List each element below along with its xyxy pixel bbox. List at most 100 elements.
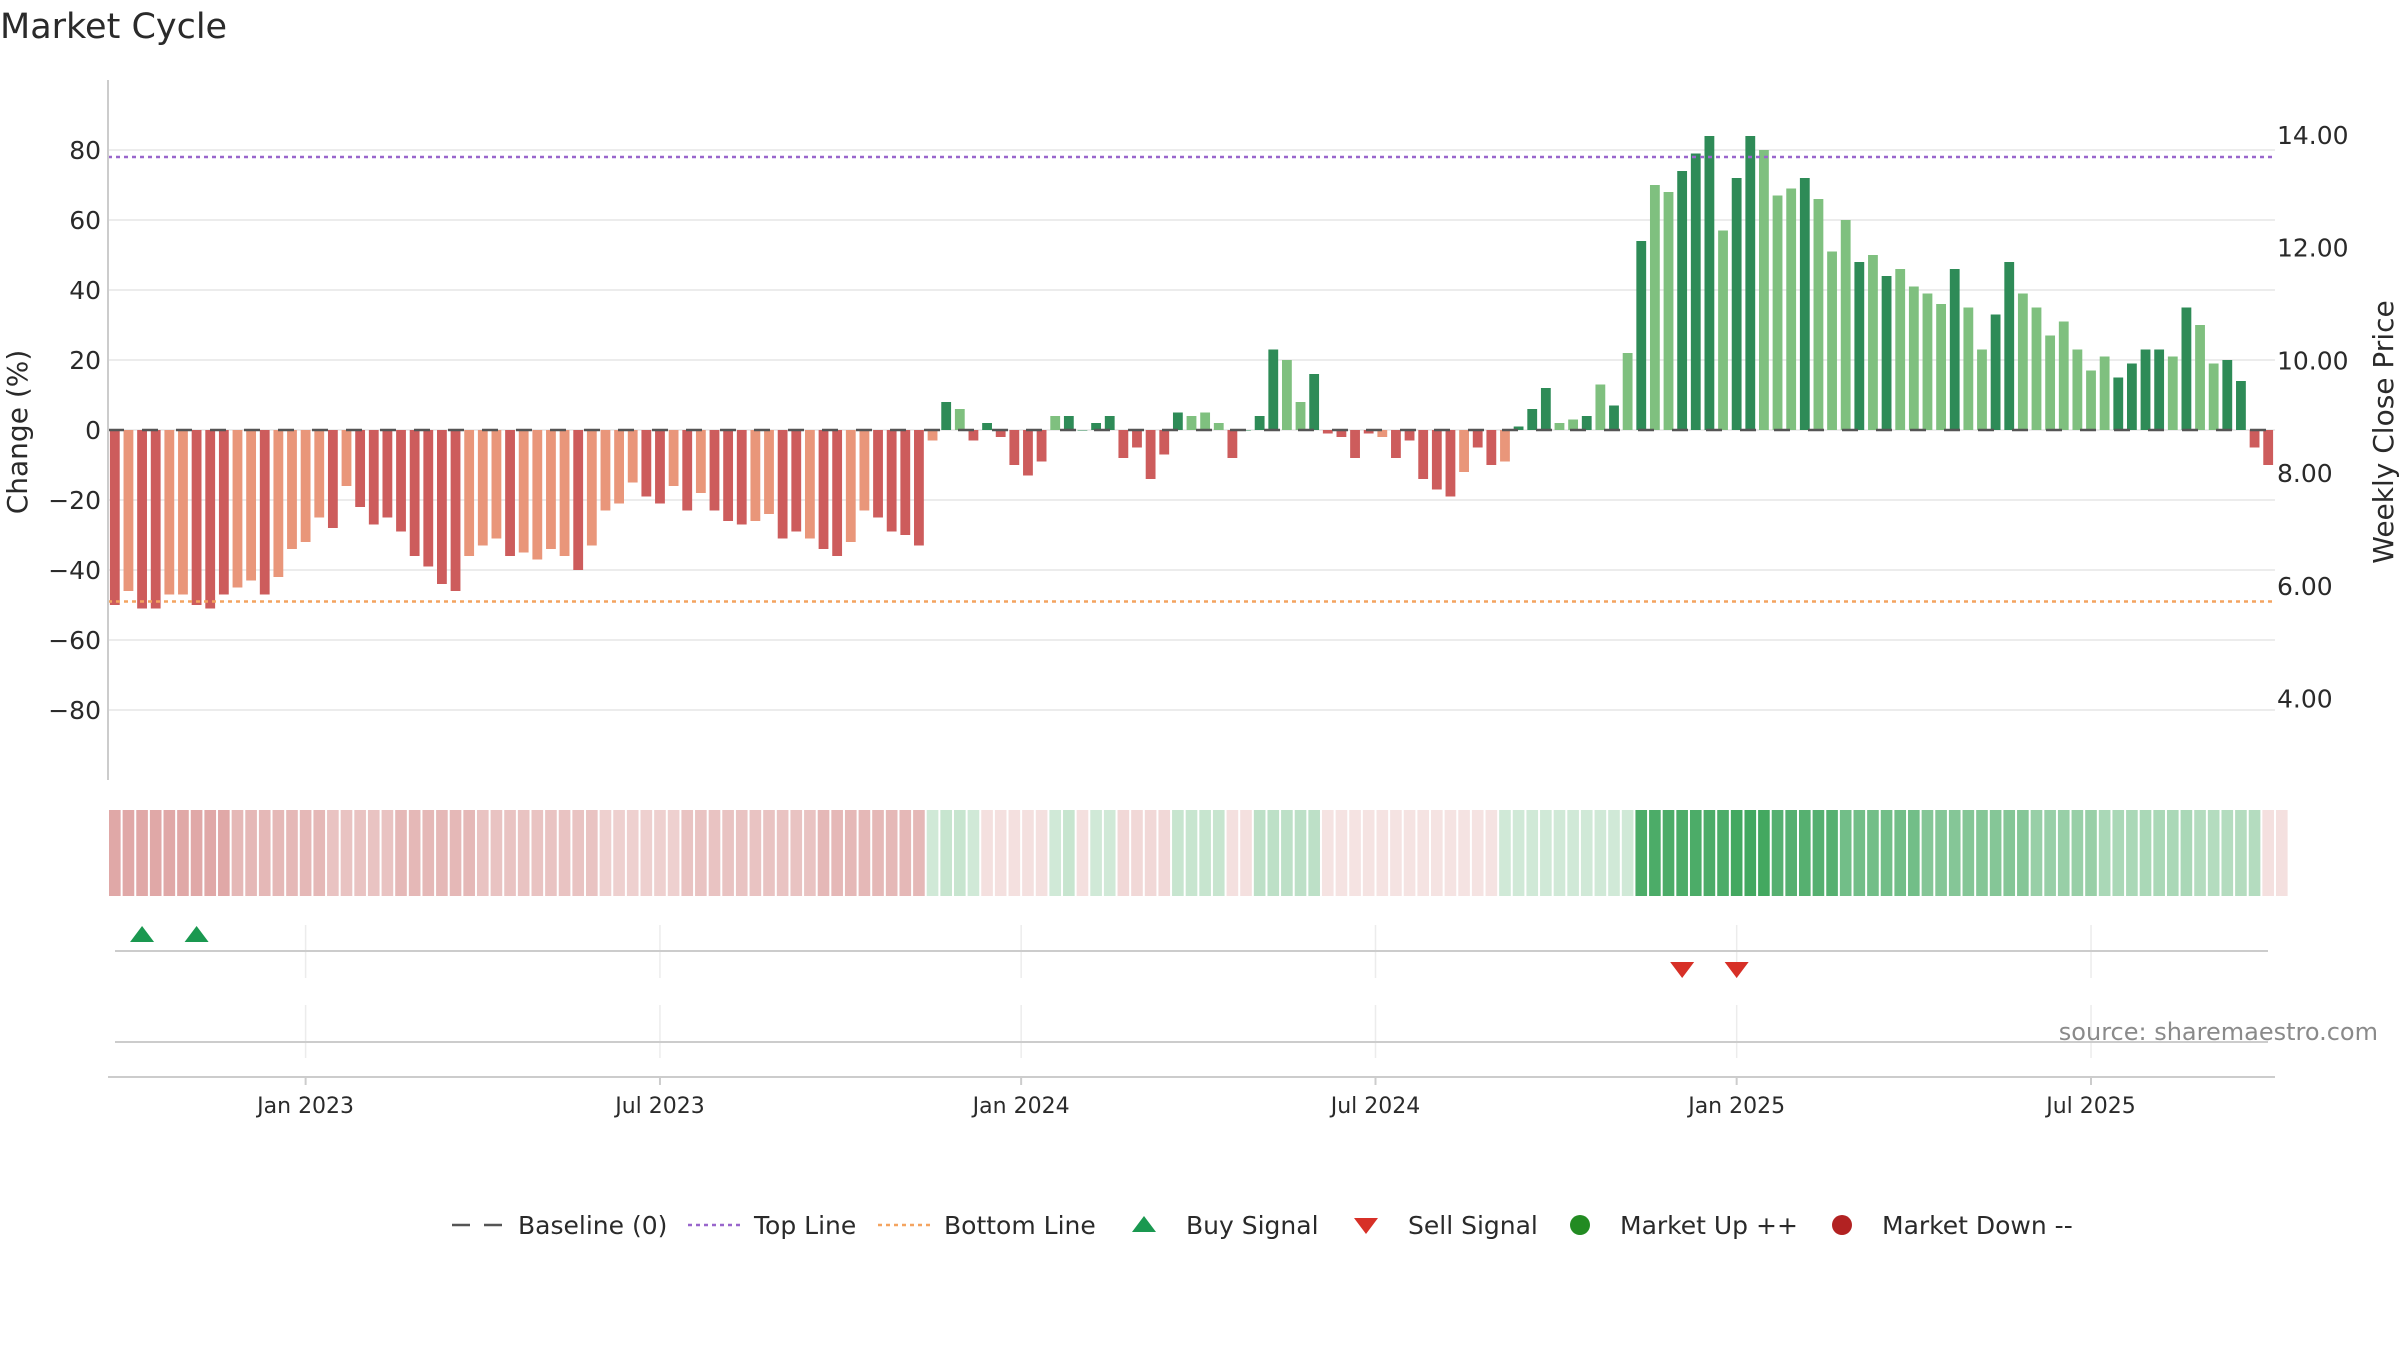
bar xyxy=(2236,381,2246,430)
market-state-cell xyxy=(1444,810,1457,896)
market-state-cell xyxy=(2248,810,2261,896)
bar xyxy=(1350,430,1360,458)
market-state-cell xyxy=(408,810,421,896)
bar xyxy=(2181,307,2192,430)
bar xyxy=(423,430,434,567)
market-state-cell xyxy=(1321,810,1334,896)
x-axis: Jan 2023 Jul 2023 Jan 2024 Jul 2024 Jan 2025… xyxy=(108,1076,2275,1119)
bar xyxy=(614,430,624,504)
y-tick-label: −20 xyxy=(48,486,101,515)
bar xyxy=(1840,220,1851,430)
x-tick-label: Jul 2025 xyxy=(2044,1094,2136,1119)
bar xyxy=(1145,430,1156,479)
market-state-cell xyxy=(1580,810,1593,896)
bar xyxy=(668,430,679,486)
bar xyxy=(532,430,543,560)
market-state-cell xyxy=(817,810,830,896)
y-tick-label: 0 xyxy=(85,416,101,445)
market-state-cell xyxy=(2207,810,2220,896)
bar xyxy=(2045,335,2056,430)
bar xyxy=(1213,423,1224,430)
bar xyxy=(1077,430,1088,431)
bar xyxy=(682,430,693,511)
market-state-cell xyxy=(2166,810,2179,896)
market-state-cell xyxy=(218,810,230,896)
legend-item: Bottom Line xyxy=(878,1211,1096,1240)
bar xyxy=(409,430,420,556)
bar xyxy=(341,430,352,486)
bar xyxy=(450,430,461,591)
bar xyxy=(2208,363,2219,430)
market-state-cell xyxy=(1431,810,1443,896)
market-state-cell xyxy=(1063,810,1075,896)
bar xyxy=(559,430,570,556)
market-state-cell xyxy=(299,810,312,896)
legend-label: Top Line xyxy=(753,1211,856,1240)
bar xyxy=(1745,136,1756,430)
market-state-cell xyxy=(1199,810,1211,896)
bar xyxy=(232,430,243,588)
market-state-cell xyxy=(2085,810,2097,896)
bar xyxy=(1254,416,1265,430)
bar xyxy=(1391,430,1401,458)
bar xyxy=(1377,430,1388,437)
bar xyxy=(2031,307,2042,430)
bar xyxy=(164,430,175,595)
signal-panel xyxy=(115,925,2268,1058)
chart-title: Market Cycle xyxy=(0,7,227,47)
market-state-cell xyxy=(245,810,257,896)
bar xyxy=(1977,349,1987,430)
bar xyxy=(246,430,257,581)
bar xyxy=(573,430,584,570)
bar xyxy=(641,430,652,497)
market-state-cell xyxy=(1717,810,1729,896)
legend-label: Market Up ++ xyxy=(1620,1211,1798,1240)
bar xyxy=(191,430,202,605)
market-state-cell xyxy=(1798,810,1811,896)
market-state-cell xyxy=(1144,810,1157,896)
market-state-cell xyxy=(1689,810,1702,896)
bar xyxy=(300,430,311,542)
market-state-cell xyxy=(258,810,271,896)
bar xyxy=(314,430,325,518)
market-state-cell xyxy=(722,810,734,896)
market-state-cell xyxy=(1921,810,1934,896)
bar xyxy=(1704,136,1715,430)
buy-signal-marker xyxy=(184,926,209,942)
market-state-cell xyxy=(504,810,516,896)
market-state-cell xyxy=(2276,810,2288,896)
y-tick-label: 20 xyxy=(69,346,101,375)
legend-label: Market Down -- xyxy=(1882,1211,2073,1240)
market-state-cell xyxy=(286,810,298,896)
bar xyxy=(1023,430,1033,476)
bar xyxy=(1663,192,1674,430)
market-state-cell xyxy=(449,810,462,896)
bar xyxy=(1241,430,1251,431)
bar xyxy=(1799,178,1810,430)
market-state-cell xyxy=(1867,810,1879,896)
bar xyxy=(368,430,379,525)
market-state-cell xyxy=(1103,810,1116,896)
market-state-cell xyxy=(1049,810,1062,896)
market-state-cell xyxy=(1812,810,1825,896)
bar xyxy=(709,430,720,511)
bar xyxy=(491,430,502,539)
bar xyxy=(1690,153,1701,430)
market-state-cell xyxy=(327,810,339,896)
x-tick-label: Jan 2023 xyxy=(255,1094,354,1119)
bar xyxy=(218,430,229,595)
market-state-cell xyxy=(1131,810,1143,896)
market-state-cell xyxy=(1758,810,1770,896)
market-state-cell xyxy=(1471,810,1484,896)
bar xyxy=(1295,402,1306,430)
y-axis-label: Change (%) xyxy=(1,350,34,515)
market-state-cell xyxy=(1553,810,1566,896)
reference-lines xyxy=(108,155,2275,603)
y-tick-label: −40 xyxy=(48,556,101,585)
market-state-cell xyxy=(1390,810,1402,896)
market-state-cell xyxy=(463,810,475,896)
legend-item: Top Line xyxy=(688,1211,856,1240)
bar xyxy=(1540,388,1551,430)
bar xyxy=(1649,185,1660,430)
bar xyxy=(1322,430,1333,434)
